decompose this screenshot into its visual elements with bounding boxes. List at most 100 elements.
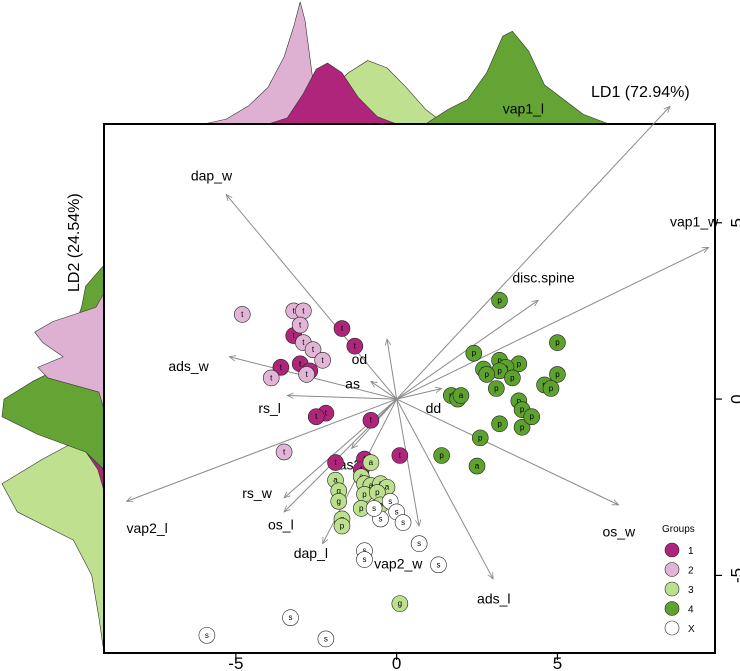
point-group-X: s — [430, 556, 447, 574]
legend-label-3: 3 — [688, 585, 694, 596]
y-tick-label: 0 — [728, 394, 740, 403]
vector-dd — [396, 389, 442, 400]
point-group-3: a — [362, 454, 380, 471]
point-group-X: s — [356, 551, 373, 568]
point-marker — [410, 535, 428, 552]
point-group-4: p — [542, 380, 560, 397]
point-label: t — [293, 306, 296, 315]
vector-label-disc.spine: disc.spine — [512, 270, 574, 286]
point-group-4: a — [468, 457, 486, 475]
point-group-3: p — [333, 517, 351, 535]
point-group-4: p — [491, 292, 508, 309]
point-marker — [314, 351, 331, 369]
point-group-1: t — [333, 320, 351, 337]
point-group-4: p — [523, 408, 541, 426]
density-y-group-2 — [34, 292, 105, 410]
point-label: s — [379, 514, 383, 523]
point-label: p — [517, 359, 522, 368]
point-label: t — [293, 331, 296, 340]
point-group-4: p — [488, 380, 505, 397]
point-group-X: s — [198, 627, 216, 644]
point-marker — [513, 418, 531, 436]
point-group-1: t — [362, 411, 380, 429]
point-label: a — [385, 483, 390, 492]
point-label: t — [283, 447, 286, 456]
x-tick-label: 5 — [553, 654, 562, 671]
vector-as — [371, 381, 397, 400]
point-label: t — [325, 409, 328, 418]
y-axis-title: LD2 (24.54%) — [66, 193, 83, 292]
point-label: p — [472, 349, 477, 358]
vector-label-ads_w: ads_w — [168, 358, 209, 374]
point-marker — [304, 341, 322, 359]
point-label: p — [497, 296, 502, 305]
legend-label-X: X — [688, 624, 695, 635]
point-label: p — [375, 488, 380, 497]
point-marker — [346, 337, 364, 355]
point-label: t — [312, 345, 315, 354]
legend-label-4: 4 — [688, 605, 694, 616]
point-marker — [542, 380, 560, 397]
point-marker — [430, 556, 447, 574]
point-group-X: s — [394, 514, 412, 531]
point-label: t — [334, 458, 337, 467]
vector-vap2_l — [127, 398, 397, 501]
point-marker — [491, 292, 508, 309]
point-group-4: p — [465, 344, 483, 362]
point-marker — [433, 447, 450, 464]
point-label: t — [305, 370, 308, 379]
vector-od — [387, 339, 398, 400]
point-group-2: t — [262, 369, 280, 387]
vector-label-od: od — [352, 351, 368, 367]
point-label: p — [520, 405, 525, 414]
point-group-2: t — [291, 316, 309, 334]
point-label: s — [395, 507, 399, 516]
point-group-2: t — [314, 351, 331, 369]
vector-label-rs_l: rs_l — [258, 400, 281, 416]
point-marker — [391, 447, 409, 464]
vector-labels: vap1_lvap1_wdap_wdisc.spineodasads_wrs_l… — [127, 100, 720, 606]
density-x-group-4 — [425, 30, 610, 125]
y-tick-label: -5 — [728, 568, 740, 583]
point-label: p — [549, 384, 554, 393]
point-label: s — [324, 634, 328, 643]
data-points: tttttttttttttttttttttttaaaaaaappgggpppgp… — [198, 292, 566, 648]
point-label: a — [459, 391, 464, 400]
point-marker — [356, 551, 373, 568]
point-group-4: p — [491, 415, 508, 433]
point-marker — [478, 366, 495, 383]
point-marker — [362, 454, 380, 471]
point-group-3: g — [391, 595, 409, 612]
legend-swatch-3 — [664, 581, 680, 597]
vector-rs_l — [287, 396, 397, 400]
vector-label-vap2_w: vap2_w — [374, 555, 423, 571]
point-marker — [465, 344, 483, 362]
point-group-X: s — [282, 609, 299, 627]
point-group-X: s — [365, 500, 383, 517]
vector-vap1_w — [396, 247, 709, 400]
vector-label-vap2_l: vap2_l — [127, 520, 168, 536]
point-marker — [333, 320, 351, 337]
vector-dap_w — [226, 195, 398, 400]
y-tick-label: 5 — [728, 218, 740, 227]
point-label: s — [401, 518, 405, 527]
point-marker — [198, 627, 216, 644]
point-marker — [307, 408, 325, 426]
point-label: p — [510, 373, 515, 382]
point-marker — [549, 334, 566, 351]
point-label: a — [333, 476, 338, 485]
point-label: t — [302, 306, 305, 315]
point-marker — [394, 514, 412, 531]
vector-label-dap_w: dap_w — [191, 167, 233, 183]
vector-label-rs_w: rs_w — [242, 485, 272, 501]
point-group-2: t — [304, 341, 322, 359]
point-label: s — [372, 504, 376, 513]
point-group-1: t — [327, 454, 344, 471]
point-label: p — [439, 451, 444, 460]
point-label: s — [388, 497, 392, 506]
point-group-4: p — [471, 429, 489, 447]
left-density-panel — [1, 264, 105, 654]
point-label: g — [337, 486, 341, 495]
vector-label-vap1_l: vap1_l — [503, 100, 544, 116]
